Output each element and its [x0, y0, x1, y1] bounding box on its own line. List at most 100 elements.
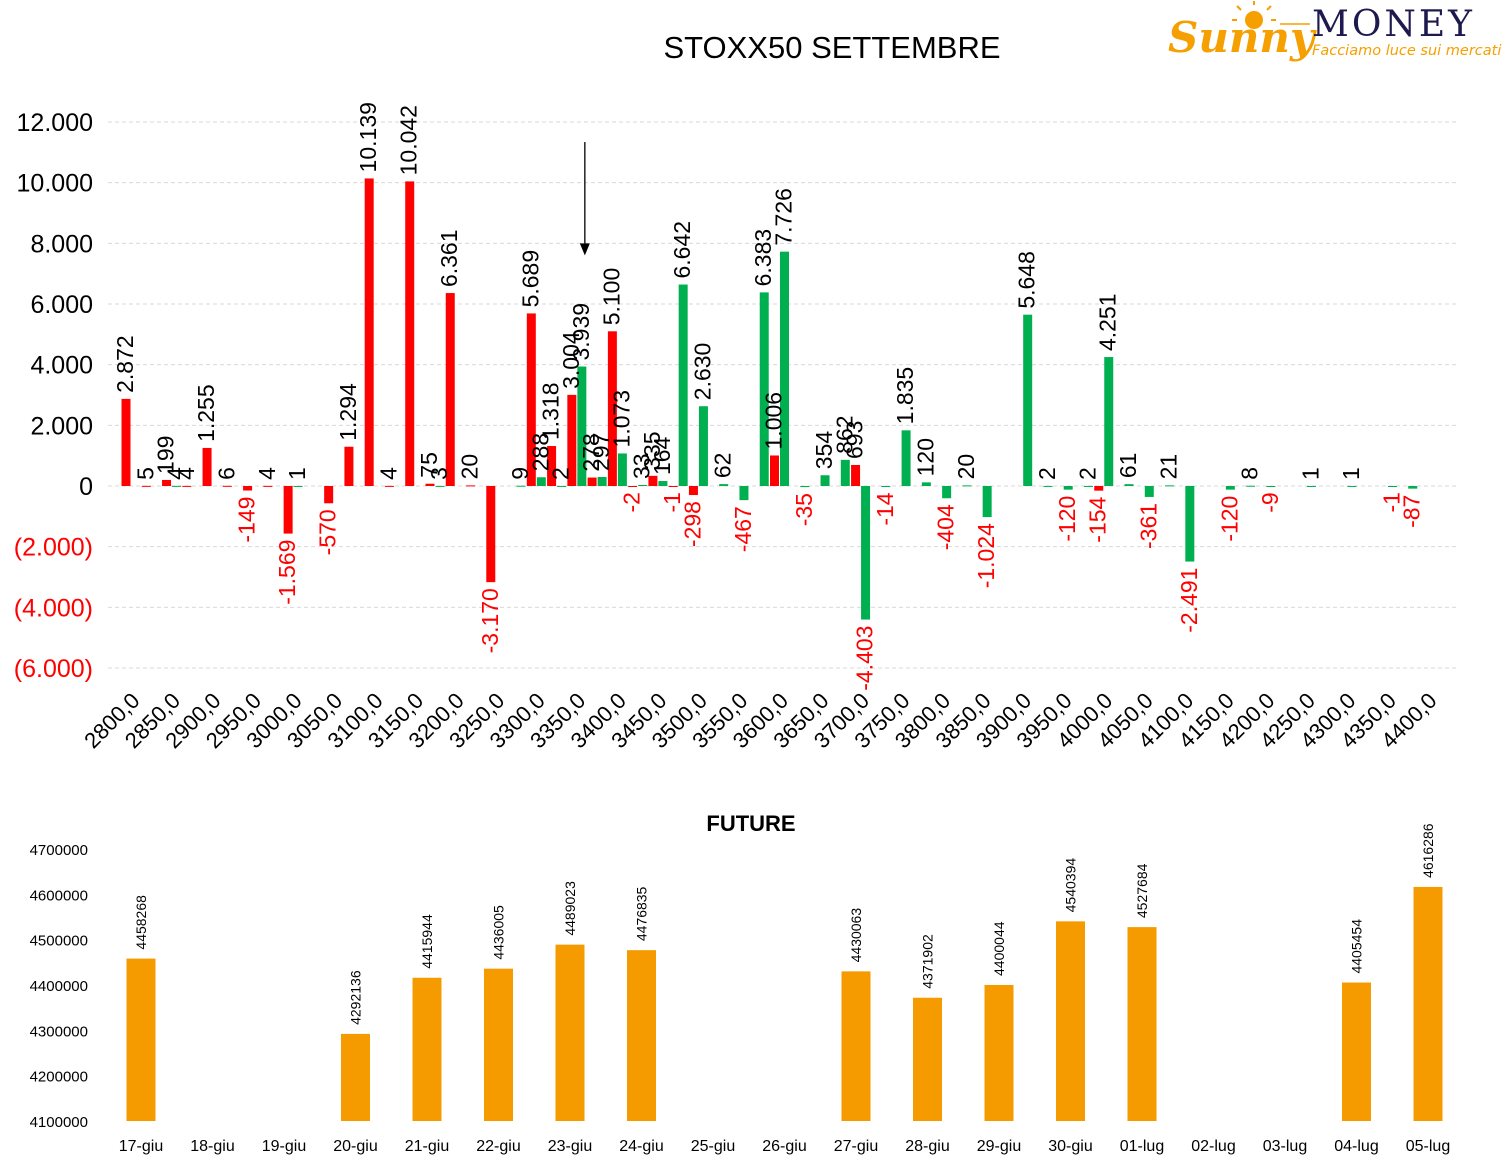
- red-bar-3125: [384, 485, 394, 487]
- green-bar-3950: [1063, 486, 1073, 490]
- data-label: 1.073: [608, 390, 634, 448]
- y-tick-label: 4600000: [30, 887, 88, 904]
- red-bar-3100: [364, 178, 374, 487]
- future-bar-23-giu: [555, 944, 585, 1121]
- green-bar-4025: [1124, 484, 1134, 486]
- data-label: 4: [375, 467, 401, 480]
- red-bar-2975: [263, 485, 273, 487]
- data-label: 4476835: [634, 886, 650, 941]
- green-bar-3500: [698, 406, 708, 486]
- red-bar-2875: [182, 485, 192, 487]
- future-bar-27-giu: [841, 971, 871, 1121]
- stoxx-chart-title: STOXX50 SETTEMBRE: [663, 30, 1000, 65]
- stoxx-y-axis: 12.000 10.000 8.000 6.000 4.000 2.000 0 (2.000)…: [14, 109, 93, 683]
- data-label: 2.872: [112, 335, 138, 393]
- data-label: 75: [416, 452, 442, 478]
- red-bar-3250: [486, 486, 496, 583]
- green-bar-3275: [516, 485, 526, 487]
- data-label: -9: [1257, 492, 1283, 512]
- x-tick-label: 30-giu: [1048, 1138, 1092, 1155]
- x-tick-label: 17-giu: [119, 1138, 163, 1155]
- data-label: 1.294: [335, 383, 361, 441]
- data-label: 4400044: [991, 921, 1007, 976]
- data-label: -35: [791, 493, 817, 526]
- red-bar-3200: [445, 293, 455, 486]
- data-label: 1.255: [193, 384, 219, 442]
- sun-icon: [1232, 1, 1310, 29]
- y-tick-label: 4700000: [30, 842, 88, 859]
- green-bar-4000: [1104, 357, 1114, 486]
- data-label: 5.648: [1014, 251, 1040, 309]
- data-label: 4: [163, 467, 189, 480]
- y-tick-label: 6.000: [30, 291, 93, 319]
- future-bar-05-lug: [1413, 886, 1443, 1121]
- green-bar-2850: [172, 485, 182, 487]
- green-bar-4100: [1185, 486, 1195, 562]
- y-tick-label: 4500000: [30, 933, 88, 950]
- data-label: 4458268: [133, 895, 149, 950]
- future-data-labels: 4458268 4292136 4415944 4436005 4489023 44768…: [133, 823, 1436, 1025]
- data-label: 6.383: [750, 229, 776, 287]
- data-label: 7.726: [771, 188, 797, 246]
- red-bar-3000: [283, 486, 293, 534]
- logo-sunny-text: Sunny: [1168, 13, 1317, 62]
- green-bar-4350: [1387, 486, 1397, 487]
- y-tick-label: 2.000: [30, 412, 93, 440]
- data-label: 3.004: [558, 331, 584, 389]
- data-label: 199: [153, 436, 179, 474]
- green-bar-3900: [1023, 314, 1033, 486]
- data-label: 33: [629, 453, 655, 479]
- data-label: 4415944: [419, 914, 435, 969]
- green-bar-4150: [1225, 486, 1235, 490]
- future-bar-20-giu: [341, 1033, 370, 1121]
- data-label: -467: [730, 506, 756, 552]
- x-tick-label: 01-lug: [1120, 1138, 1164, 1155]
- future-bar-22-giu: [484, 968, 513, 1121]
- data-label: 335: [639, 431, 665, 469]
- stoxx-data-labels: 2.872519941.2556-1494-1.569-5701.29410.1…: [112, 102, 1425, 691]
- data-label: -154: [1085, 496, 1111, 542]
- green-bar-3450: [658, 481, 668, 486]
- red-bar-3075: [344, 446, 354, 486]
- data-label: 2: [548, 467, 574, 480]
- y-tick-label: 4.000: [30, 352, 93, 380]
- red-bar-2900: [202, 447, 212, 486]
- green-bar-3000: [293, 485, 303, 487]
- future-y-axis: 4700000 4600000 4500000 4400000 4300000 42000…: [30, 842, 88, 1131]
- green-bar-3975: [1083, 485, 1093, 487]
- data-label: 61: [1115, 453, 1141, 479]
- green-bar-3675: [840, 459, 850, 486]
- green-bar-4200: [1266, 486, 1276, 487]
- y-tick-label: 4200000: [30, 1069, 88, 1086]
- data-label: 164: [649, 436, 675, 475]
- green-bar-3825: [962, 485, 972, 487]
- data-label: 4.251: [1095, 293, 1121, 351]
- data-label: -120: [1216, 496, 1242, 542]
- data-label: 20: [953, 454, 979, 480]
- x-tick-label: 03-lug: [1263, 1138, 1307, 1155]
- data-label: 288: [527, 433, 553, 471]
- future-bar-21-giu: [412, 977, 442, 1121]
- data-label: 9: [507, 467, 533, 480]
- data-label: 6: [213, 467, 239, 480]
- data-label: 4: [173, 467, 199, 480]
- green-bar-3725: [881, 486, 891, 487]
- future-bar-28-giu: [913, 997, 942, 1121]
- data-label: 6.642: [669, 221, 695, 279]
- data-label: -149: [234, 497, 260, 543]
- future-chart-title: FUTURE: [706, 811, 795, 836]
- data-label: -87: [1399, 495, 1425, 528]
- y-tick-label: 0: [79, 473, 93, 501]
- green-bar-3850: [982, 486, 992, 518]
- green-bar-4300: [1347, 485, 1357, 487]
- x-tick-label: 26-giu: [762, 1138, 806, 1155]
- data-label: 1.318: [538, 382, 564, 440]
- arrow-annotation: [579, 142, 590, 256]
- future-bar-29-giu: [984, 984, 1014, 1121]
- green-bar-3625: [800, 486, 810, 488]
- logo-tagline: Facciamo luce sui mercati: [1312, 43, 1501, 59]
- data-label: 4292136: [348, 970, 364, 1025]
- green-bar-3300: [536, 477, 546, 486]
- green-bar-4175: [1246, 485, 1256, 487]
